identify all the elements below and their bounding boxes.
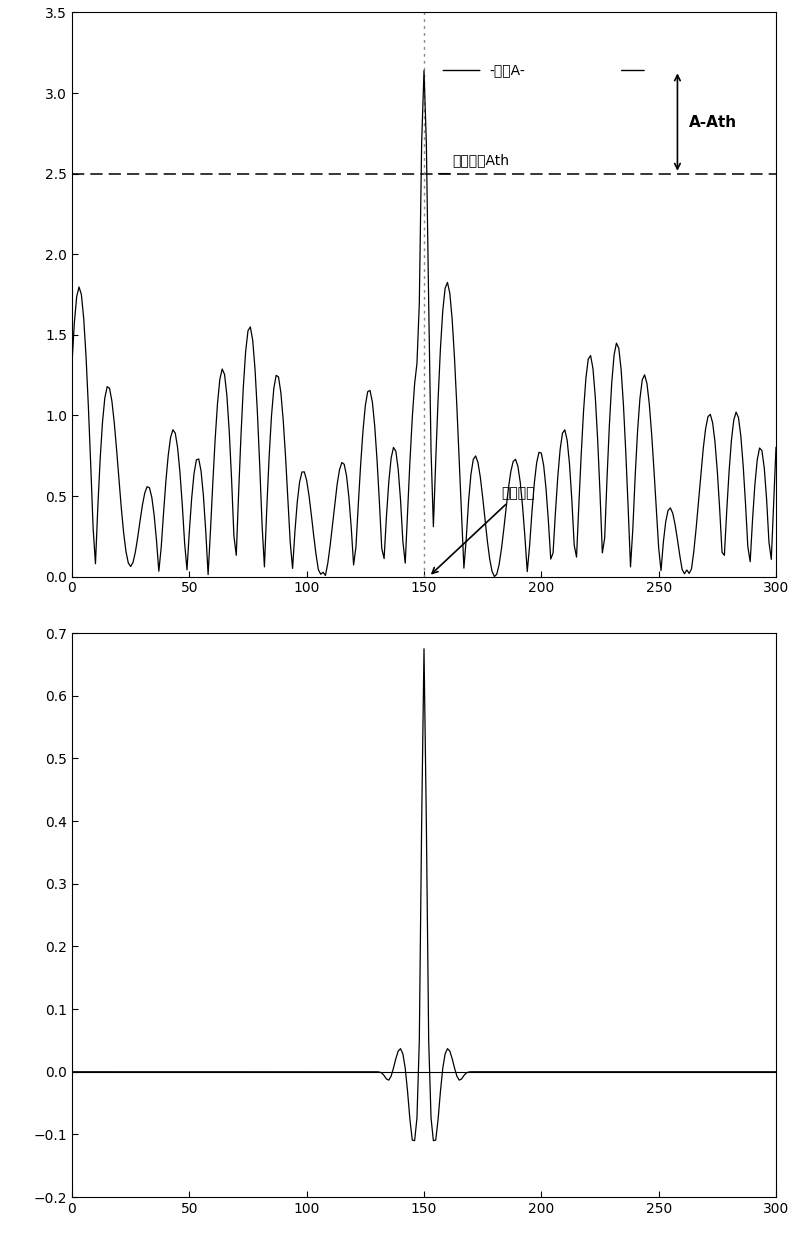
Text: -峰値A-: -峰値A- bbox=[490, 64, 526, 77]
Text: A-Ath: A-Ath bbox=[689, 115, 738, 130]
Text: 峰値检测: 峰値检测 bbox=[432, 486, 535, 574]
Text: 峰値门限Ath: 峰値门限Ath bbox=[452, 153, 509, 167]
